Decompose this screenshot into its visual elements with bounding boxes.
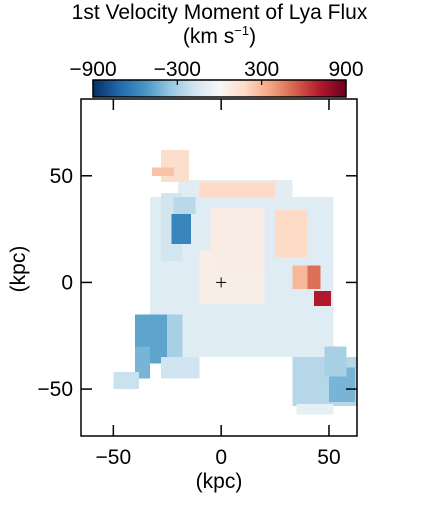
heatmap [113,150,357,415]
axis-ticks [81,99,357,436]
x-tick-labels: −50 0 50 [96,446,341,469]
heatmap-region [152,167,174,176]
heatmap-region [307,265,321,289]
colorbar-tick-label: 900 [328,58,363,81]
heatmap-region [313,291,332,306]
colorbar-tick-label: 300 [244,58,279,81]
heatmap-region [113,372,140,390]
y-tick-label: 50 [50,165,73,188]
heatmap-region [275,209,308,257]
y-tick-label: −50 [37,378,73,401]
heatmap-region [210,207,265,272]
heatmap-region [134,346,150,379]
colorbar-tick-labels: −900 −300 300 900 [69,58,363,81]
plot-frame [80,98,358,437]
x-axis-label: (kpc) [196,470,243,493]
colorbar-label-suffix: ) [249,25,257,48]
y-tick-labels: −50 0 50 [37,165,73,401]
heatmap-region [296,404,334,415]
heatmap-region [173,197,196,215]
colorbar-label-prefix: (km s [182,25,235,48]
heatmap-region [324,346,347,377]
colorbar-ticks [92,80,347,85]
colorbar-label-exponent: −1 [234,23,250,38]
y-tick-label: 0 [61,271,73,294]
heatmap-region [160,357,200,379]
heatmap-region [292,265,312,289]
colorbar-tick-label: −300 [154,58,201,81]
x-tick-label: −50 [96,446,132,469]
heatmap-region [171,214,191,245]
colorbar-tick-label: −900 [69,58,116,81]
center-marker [216,277,227,288]
x-tick-label: 50 [317,446,340,469]
y-axis-label: (kpc) [7,246,30,293]
colorbar-label: (km s−1) [0,23,439,49]
chart-title: 1st Velocity Moment of Lya Flux [71,1,368,24]
x-tick-label: 0 [215,446,227,469]
heatmap-region [199,182,276,198]
colorbar [92,79,347,98]
heatmap-region [160,150,189,183]
